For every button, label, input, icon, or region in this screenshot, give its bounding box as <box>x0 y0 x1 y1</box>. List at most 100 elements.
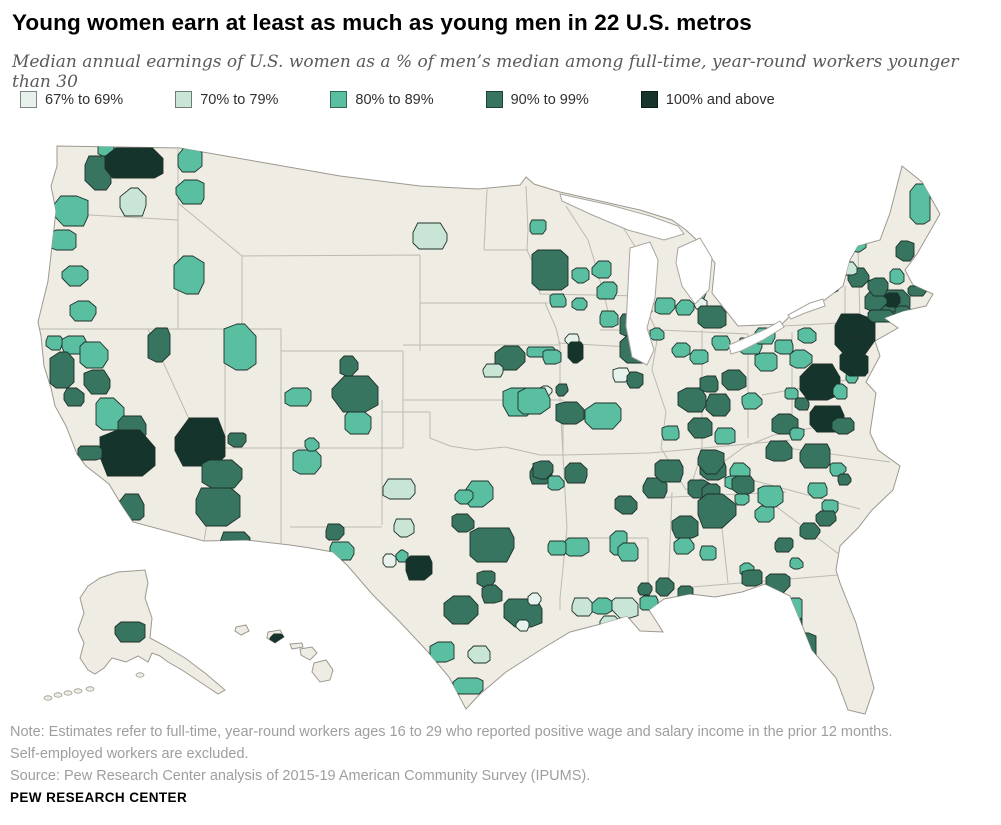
metro-patch <box>895 240 915 262</box>
metro-patch <box>671 515 699 539</box>
legend-swatch-icon <box>20 91 37 108</box>
metro-patch <box>292 449 322 475</box>
metro-patch <box>814 257 838 277</box>
metro-patch <box>773 657 795 677</box>
metro-patch <box>757 485 784 508</box>
metro-patch <box>591 597 613 615</box>
metro-patch <box>842 261 858 276</box>
metro-patch <box>837 327 875 339</box>
metro-patch <box>741 392 763 410</box>
metro-patch <box>49 351 75 389</box>
metro-patch <box>626 371 644 389</box>
metro-patch <box>532 460 554 480</box>
metro-patch <box>765 440 793 462</box>
metro-patch <box>775 285 801 307</box>
metro-patch <box>711 335 731 351</box>
metro-patch <box>661 425 680 441</box>
metro-patch <box>767 302 789 319</box>
metro-patch <box>83 369 111 395</box>
footnote-block: Note: Estimates refer to full-time, year… <box>10 722 995 787</box>
metro-patch <box>223 323 257 371</box>
aleutian-island <box>63 690 73 696</box>
metro-patch <box>787 597 803 623</box>
metro-patch <box>789 557 804 570</box>
metro-patch <box>751 593 773 611</box>
metro-patch <box>734 492 750 506</box>
metro-patch <box>839 351 869 377</box>
great-lake <box>559 193 685 241</box>
metro-patch <box>907 285 927 297</box>
legend-swatch-icon <box>330 91 348 108</box>
legend-label: 80% to 89% <box>355 91 434 108</box>
legend-label: 90% to 99% <box>510 91 589 108</box>
metro-patch <box>821 499 839 514</box>
metro-patch <box>61 265 89 287</box>
metro-patch <box>529 219 547 235</box>
metro-patch <box>654 297 676 315</box>
metro-patch <box>469 527 515 563</box>
metro-patch <box>849 232 867 253</box>
metro-patch <box>63 387 85 407</box>
source-line: Source: Pew Research Center analysis of … <box>10 767 591 784</box>
metro-patch <box>567 341 584 364</box>
metro-patch <box>774 339 794 355</box>
metro-patch <box>687 417 713 439</box>
metro-patch <box>429 641 455 663</box>
metro-patch <box>515 619 530 632</box>
metro-patch <box>201 459 243 489</box>
metro-patch <box>571 267 590 284</box>
metro-patch <box>269 633 285 646</box>
metro-patch <box>789 427 805 441</box>
aleutian-island <box>135 672 145 678</box>
metro-patch <box>714 427 736 445</box>
metro-patch <box>99 429 156 477</box>
metro-patch <box>837 473 852 486</box>
metro-patch <box>599 310 619 328</box>
metro-patch <box>697 449 725 475</box>
metro-patch <box>797 327 817 344</box>
metro-patch <box>451 513 475 533</box>
great-lake <box>625 241 659 366</box>
metro-patch <box>175 179 205 205</box>
metro-patch <box>831 417 855 435</box>
metro-patch <box>754 352 778 372</box>
metro-patch <box>757 624 779 650</box>
metro-patch <box>799 363 841 401</box>
chart-subtitle: Median annual earnings of U.S. women as … <box>12 52 959 92</box>
brand-wordmark: PEW RESEARCH CENTER <box>10 790 188 805</box>
metro-patch <box>639 595 659 611</box>
metro-patch <box>697 493 737 529</box>
metro-patch <box>779 247 803 266</box>
chart-title: Young women earn at least as much as you… <box>12 10 752 35</box>
metro-patch <box>599 615 621 631</box>
metro-patch <box>677 585 694 600</box>
metro-patch <box>531 249 569 291</box>
us-choropleth-map <box>0 138 1001 722</box>
metro-patch <box>821 237 839 252</box>
metro-patch <box>555 401 585 425</box>
hawaii-island <box>289 642 304 650</box>
metro-patch <box>482 363 504 378</box>
metro-patch <box>331 375 379 413</box>
metro-patch <box>69 300 97 322</box>
metro-patch <box>467 645 491 664</box>
metro-patch <box>405 555 433 581</box>
metro-patch <box>741 569 763 587</box>
metro-patch <box>794 397 810 411</box>
metro-patch <box>325 523 345 541</box>
hawaii-island <box>299 646 318 661</box>
metro-patch <box>227 432 247 448</box>
metro-patch <box>517 387 551 415</box>
metro-patch <box>705 393 731 417</box>
great-lake <box>675 237 713 305</box>
metro-patch <box>699 375 719 393</box>
metro-patch <box>382 478 416 500</box>
metro-patch <box>452 677 484 695</box>
metro-patch <box>329 541 355 561</box>
metro-patch <box>104 147 164 179</box>
metro-patch <box>527 592 542 606</box>
legend-item: 70% to 79% <box>175 91 278 108</box>
legend-item: 90% to 99% <box>485 91 589 108</box>
metro-patch <box>832 383 848 400</box>
metro-patch <box>807 482 828 499</box>
